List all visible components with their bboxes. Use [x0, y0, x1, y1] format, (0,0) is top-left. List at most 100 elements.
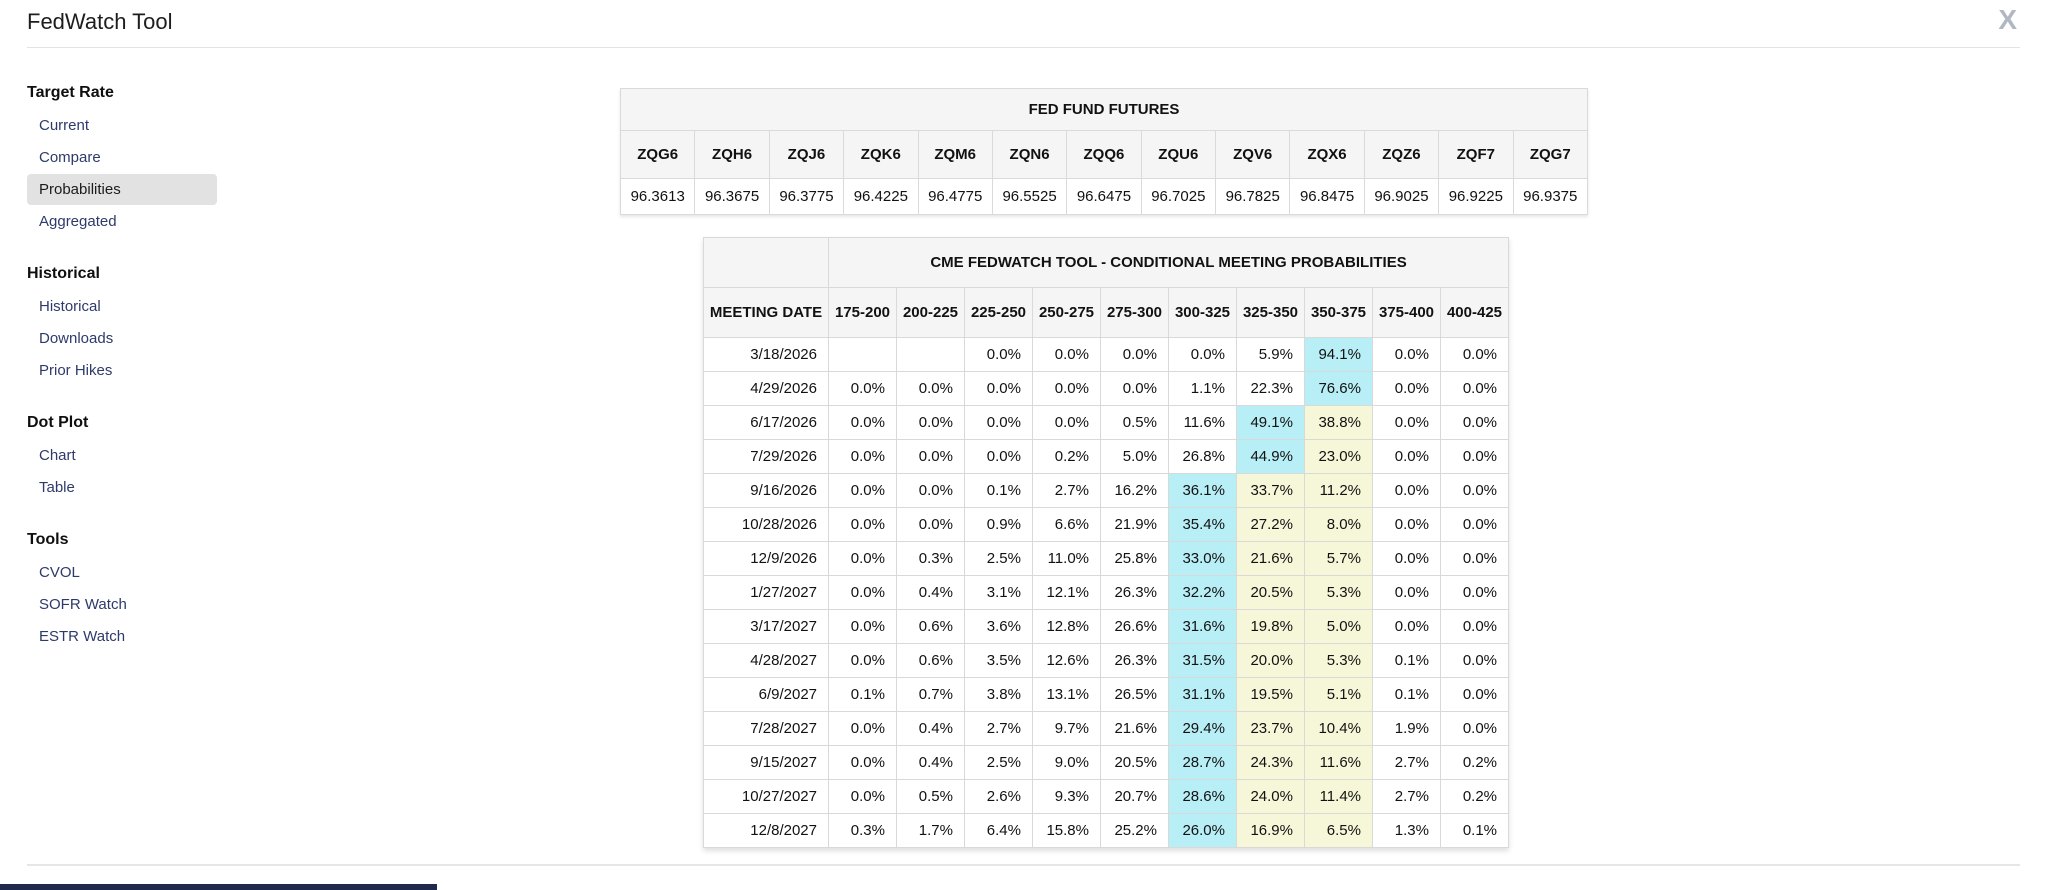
probability-cell-highlighted: 31.6%	[1168, 609, 1237, 644]
probability-row: 3/18/2026 0.0% 0.0% 0.0% 0.0% 5.9% 94.1% 0.0% 0.…	[703, 337, 1510, 372]
probability-row: 10/28/2026 0.0% 0.0% 0.9% 6.6% 21.9% 35.4% 27.2…	[703, 507, 1510, 542]
meeting-date-cell: 1/27/2027	[703, 575, 829, 610]
probability-cell: 0.0%	[1100, 337, 1169, 372]
probability-cell-highlighted: 94.1%	[1304, 337, 1373, 372]
probability-cell: 2.7%	[1372, 779, 1441, 814]
futures-price-cell: 96.4775	[917, 178, 993, 215]
probability-cell-highlighted: 11.6%	[1304, 745, 1373, 780]
probability-cell: 0.0%	[1439, 337, 1510, 372]
futures-price-cell: 96.6475	[1066, 178, 1142, 215]
probability-cell: 0.0%	[1372, 507, 1441, 542]
probability-cell: 0.0%	[1439, 609, 1510, 644]
probability-cell: 0.4%	[896, 711, 965, 746]
probability-cell-highlighted: 21.6%	[1236, 541, 1305, 576]
probability-cell-highlighted: 5.1%	[1304, 677, 1373, 712]
probability-cell: 0.2%	[1032, 439, 1101, 474]
close-icon[interactable]: X	[1998, 4, 2017, 35]
futures-price-cell: 96.8475	[1289, 178, 1365, 215]
rate-range-header: 350-375	[1304, 287, 1373, 338]
probability-cell: 0.0%	[1372, 473, 1441, 508]
probability-cell: 0.9%	[964, 507, 1033, 542]
sidebar-item-cvol[interactable]: CVOL	[39, 564, 80, 581]
meeting-date-cell: 10/28/2026	[703, 507, 829, 542]
meeting-date-cell: 3/18/2026	[703, 337, 829, 372]
probability-cell-highlighted: 11.2%	[1304, 473, 1373, 508]
sidebar-item-sofr-watch[interactable]: SOFR Watch	[39, 596, 127, 613]
sidebar-item-prior-hikes[interactable]: Prior Hikes	[39, 362, 113, 379]
sidebar-item-estr-watch[interactable]: ESTR Watch	[39, 628, 126, 645]
probability-cell: 25.8%	[1100, 541, 1169, 576]
probability-cell-highlighted: 16.9%	[1236, 813, 1305, 848]
probability-cell: 2.7%	[964, 711, 1033, 746]
probability-cell-highlighted: 24.3%	[1236, 745, 1305, 780]
sidebar-item-historical[interactable]: Historical	[39, 298, 101, 315]
futures-contract-header: ZQX6	[1289, 130, 1365, 179]
probability-cell-highlighted: 33.0%	[1168, 541, 1237, 576]
futures-price-cell: 96.4225	[843, 178, 919, 215]
probability-cell-highlighted: 35.4%	[1168, 507, 1237, 542]
probability-cell: 0.0%	[1439, 473, 1510, 508]
probability-cell: 0.0%	[828, 405, 897, 440]
rate-range-header: 325-350	[1236, 287, 1305, 338]
meeting-date-cell: 7/28/2027	[703, 711, 829, 746]
sidebar-section-dot-plot: Dot Plot Chart Table	[27, 410, 217, 503]
probability-cell: 0.1%	[1372, 643, 1441, 678]
probability-cell: 0.0%	[1372, 405, 1441, 440]
sidebar-item-current[interactable]: Current	[39, 117, 90, 134]
probability-cell: 26.5%	[1100, 677, 1169, 712]
probability-cell: 0.0%	[964, 439, 1033, 474]
probability-cell-highlighted: 33.7%	[1236, 473, 1305, 508]
probability-cell: 0.0%	[1032, 337, 1101, 372]
probability-cell: 0.7%	[896, 677, 965, 712]
probability-row: 9/16/2026 0.0% 0.0% 0.1% 2.7% 16.2% 36.1% 33.7%…	[703, 473, 1510, 508]
probability-cell: 0.5%	[1100, 405, 1169, 440]
futures-price-cell: 96.7825	[1214, 178, 1291, 215]
futures-contract-header: ZQV6	[1214, 130, 1291, 179]
probability-cell-highlighted: 10.4%	[1304, 711, 1373, 746]
probability-cell: 0.0%	[1372, 609, 1441, 644]
sidebar-section-historical: Historical Historical Downloads Prior Hikes	[27, 261, 217, 386]
probability-cell-highlighted: 28.6%	[1168, 779, 1237, 814]
probability-cell: 12.6%	[1032, 643, 1101, 678]
probability-cell: 0.0%	[1439, 507, 1510, 542]
futures-contract-header: ZQZ6	[1363, 130, 1440, 179]
sidebar-item-probabilities[interactable]: Probabilities	[27, 174, 217, 205]
sidebar-item-chart[interactable]: Chart	[39, 447, 76, 464]
probability-cell: 0.0%	[1372, 371, 1441, 406]
bottom-scrollbar[interactable]	[0, 884, 437, 890]
probability-cell: 20.7%	[1100, 779, 1169, 814]
futures-price-cell: 96.3775	[768, 178, 845, 215]
sidebar: Target Rate Current Compare Probabilities Ag…	[27, 80, 217, 676]
probability-cell: 0.6%	[896, 609, 965, 644]
probability-cell: 1.1%	[1168, 371, 1237, 406]
probability-cell: 0.0%	[896, 507, 965, 542]
probability-cell: 0.0%	[1372, 541, 1441, 576]
probability-cell: 0.0%	[828, 473, 897, 508]
probabilities-table-title: CME FEDWATCH TOOL - CONDITIONAL MEETING …	[827, 237, 1510, 288]
probability-cell: 26.6%	[1100, 609, 1169, 644]
probability-cell: 26.3%	[1100, 575, 1169, 610]
sidebar-item-compare[interactable]: Compare	[39, 149, 101, 166]
futures-contract-header: ZQH6	[694, 130, 770, 179]
probability-cell	[828, 337, 897, 372]
sidebar-item-table[interactable]: Table	[39, 479, 75, 496]
probability-cell: 25.2%	[1100, 813, 1169, 848]
probability-cell: 2.5%	[964, 541, 1033, 576]
probability-cell-highlighted: 19.5%	[1236, 677, 1305, 712]
sidebar-item-aggregated[interactable]: Aggregated	[39, 213, 117, 230]
probability-cell-highlighted: 6.5%	[1304, 813, 1373, 848]
futures-contract-header: ZQU6	[1140, 130, 1217, 179]
probability-cell: 0.0%	[1168, 337, 1237, 372]
futures-price-cell: 96.9225	[1438, 178, 1514, 215]
probability-row: 4/28/2027 0.0% 0.6% 3.5% 12.6% 26.3% 31.5% 20.0…	[703, 643, 1510, 678]
probability-cell: 13.1%	[1032, 677, 1101, 712]
meeting-date-cell: 12/8/2027	[703, 813, 829, 848]
probability-cell: 0.0%	[1439, 711, 1510, 746]
probability-cell: 0.3%	[828, 813, 897, 848]
probability-cell: 0.1%	[1372, 677, 1441, 712]
probability-cell: 0.6%	[896, 643, 965, 678]
probability-cell-highlighted: 24.0%	[1236, 779, 1305, 814]
probability-cell: 0.1%	[1439, 813, 1510, 848]
sidebar-item-downloads[interactable]: Downloads	[39, 330, 114, 347]
probability-cell: 0.0%	[1439, 405, 1510, 440]
